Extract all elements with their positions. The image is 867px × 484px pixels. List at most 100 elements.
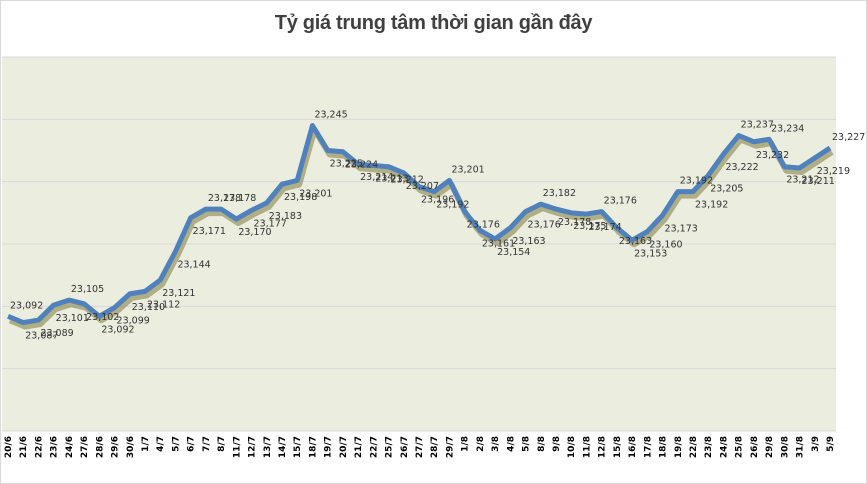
x-tick-label: 27/7 (415, 436, 425, 458)
x-tick-label: 6/7 (187, 436, 197, 452)
x-tick-label: 4/8 (506, 436, 516, 452)
x-tick-label: 22/6 (34, 436, 44, 458)
x-tick-label: 30/8 (780, 436, 790, 458)
x-tick-label: 31/8 (796, 436, 806, 458)
data-label: 23,110 (132, 302, 165, 313)
data-label: 23,192 (695, 200, 728, 211)
data-label: 23,178 (558, 217, 591, 228)
x-tick-label: 7/7 (202, 436, 212, 452)
x-tick-label: 2/8 (476, 436, 486, 452)
x-tick-label: 25/7 (385, 436, 395, 458)
data-label: 23,245 (314, 110, 347, 121)
x-tick-label: 29/6 (111, 436, 121, 458)
data-label: 23,211 (802, 176, 835, 187)
data-label: 23,219 (817, 166, 850, 177)
data-label: 23,112 (147, 299, 180, 310)
x-tick-label: 18/8 (659, 436, 669, 458)
data-label: 23,176 (604, 196, 637, 207)
x-tick-label: 20/6 (4, 436, 14, 458)
x-tick-label: 1/8 (461, 436, 471, 452)
x-tick-label: 18/7 (308, 436, 318, 458)
data-label: 23,205 (710, 183, 743, 194)
data-label: 23,214 (360, 172, 393, 183)
x-tick-label: 12/7 (248, 436, 258, 458)
x-tick-label: 21/6 (19, 436, 29, 458)
x-tick-label: 24/8 (719, 436, 729, 458)
x-axis-labels: 20/6 21/6 22/6 23/6 24/6 27/6 28/6 29/6 30/6 1/7 4… (4, 436, 836, 458)
data-label: 23,232 (756, 150, 789, 161)
x-tick-label: 14/7 (278, 436, 288, 458)
data-label: 23,089 (40, 328, 73, 339)
x-tick-label: 8/8 (537, 436, 547, 452)
data-label: 23,213 (375, 173, 408, 184)
x-tick-label: 9/8 (552, 436, 562, 452)
data-label: 23,092 (10, 300, 43, 311)
x-tick-label: 10/8 (567, 436, 577, 458)
x-tick-label: 23/8 (704, 436, 714, 458)
data-label: 23,087 (25, 331, 58, 342)
x-tick-label: 28/7 (430, 436, 440, 458)
x-tick-label: 30/6 (126, 436, 136, 458)
data-labels: 23,09223,08723,08923,10123,10523,10223,0… (10, 110, 865, 342)
x-tick-label: 3/8 (491, 436, 501, 452)
x-tick-label: 22/8 (689, 436, 699, 458)
x-tick-label: 19/7 (324, 436, 334, 458)
data-label: 23,175 (573, 221, 606, 232)
data-label: 23,182 (543, 188, 576, 199)
x-tick-label: 25/8 (735, 436, 745, 458)
data-label: 23,154 (497, 247, 530, 258)
data-label: 23,170 (238, 227, 271, 238)
data-label: 23,183 (269, 211, 302, 222)
data-label: 23,160 (649, 240, 682, 251)
x-tick-label: 29/8 (765, 436, 775, 458)
data-label: 23,192 (680, 176, 713, 187)
data-label: 23,153 (634, 248, 667, 259)
data-label: 23,105 (71, 284, 104, 295)
x-tick-label: 16/8 (628, 436, 638, 458)
data-label: 23,237 (741, 120, 774, 131)
x-tick-label: 20/7 (339, 436, 349, 458)
data-label: 23,207 (406, 181, 439, 192)
x-tick-label: 1/7 (141, 436, 151, 452)
data-label: 23,212 (391, 175, 424, 186)
x-tick-label: 19/8 (674, 436, 684, 458)
data-line (7, 123, 832, 326)
x-tick-label: 8/7 (217, 436, 227, 452)
x-tick-label: 11/7 (232, 436, 242, 458)
x-tick-label: 29/7 (445, 436, 455, 458)
x-tick-label: 12/8 (598, 436, 608, 458)
x-tick-label: 26/7 (400, 436, 410, 458)
data-label: 23,121 (162, 288, 195, 299)
x-tick-label: 13/7 (263, 436, 273, 458)
x-tick-label: 24/6 (65, 436, 75, 458)
chart-title: Tỷ giá trung tâm thời gian gần đây (274, 12, 593, 34)
data-label: 23,173 (665, 223, 698, 234)
data-label: 23,176 (528, 220, 561, 231)
x-tick-label: 27/6 (80, 436, 90, 458)
data-label: 23,227 (832, 132, 865, 143)
data-label: 23,144 (177, 259, 210, 270)
line-shadow (8, 126, 834, 330)
data-label: 23,171 (193, 226, 226, 237)
x-tick-label: 15/8 (613, 436, 623, 458)
x-tick-label: 23/6 (50, 436, 60, 458)
x-tick-label: 26/8 (750, 436, 760, 458)
x-tick-label: 3/9 (811, 436, 821, 452)
data-label: 23,212 (786, 175, 819, 186)
data-label: 23,092 (101, 324, 134, 335)
data-label: 23,225 (330, 159, 363, 170)
data-label: 23,174 (588, 222, 621, 233)
data-label: 23,099 (117, 316, 150, 327)
data-label: 23,101 (56, 313, 89, 324)
data-label: 23,198 (284, 192, 317, 203)
x-tick-label: 5/8 (522, 436, 532, 452)
x-tick-label: 4/7 (156, 436, 166, 452)
data-label: 23,178 (208, 193, 241, 204)
data-label: 23,201 (299, 188, 332, 199)
x-tick-label: 28/6 (95, 436, 105, 458)
data-label: 23,224 (345, 160, 378, 171)
data-label: 23,178 (223, 193, 256, 204)
data-label: 23,102 (86, 312, 119, 323)
x-tick-label: 15/7 (293, 436, 303, 458)
x-tick-label: 5/9 (826, 436, 836, 452)
